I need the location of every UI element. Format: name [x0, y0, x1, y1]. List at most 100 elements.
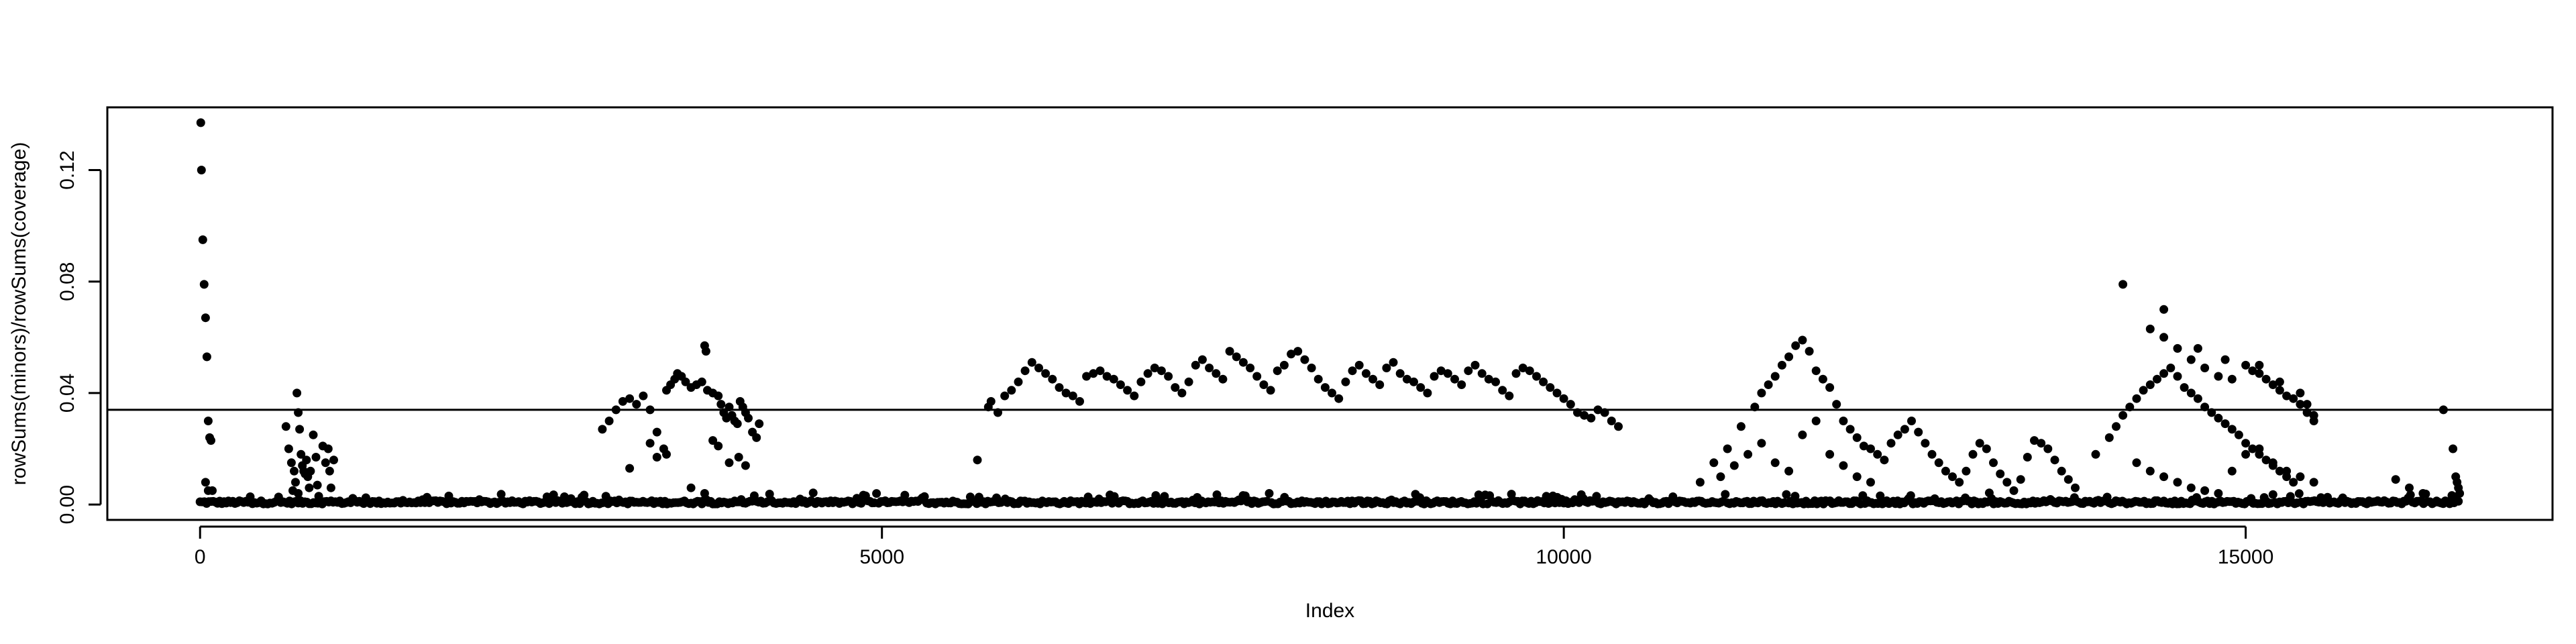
data-point [1532, 372, 1541, 381]
data-point [625, 394, 635, 403]
data-point [1511, 369, 1521, 378]
data-point [2275, 466, 2284, 476]
data-point [2180, 383, 2189, 392]
data-point [1893, 430, 1902, 439]
data-point [302, 455, 311, 465]
data-point [1389, 358, 1398, 367]
data-point [1020, 366, 1030, 376]
data-point [2227, 374, 2237, 384]
data-point [2091, 449, 2100, 459]
data-point [1736, 422, 1746, 431]
data-point [604, 417, 614, 425]
data-point [2173, 478, 2182, 487]
data-point [2289, 478, 2298, 487]
data-point [202, 352, 211, 362]
data-point [1279, 360, 1289, 370]
data-point [1811, 417, 1821, 425]
data-point [2186, 355, 2196, 364]
data-point [1777, 360, 1786, 370]
data-point [1252, 372, 1262, 381]
data-point [2220, 355, 2230, 364]
data-point [1989, 458, 1998, 468]
baseline-point [2406, 490, 2415, 500]
data-point [2275, 386, 2284, 395]
data-point [1041, 369, 1051, 378]
data-point [639, 391, 648, 400]
data-point [290, 466, 299, 476]
data-point [1048, 374, 1057, 384]
data-point [2449, 444, 2458, 453]
data-point [2268, 458, 2277, 468]
data-point [1334, 394, 1344, 403]
data-point [1941, 466, 1950, 476]
data-point [2071, 483, 2080, 492]
data-point [1832, 400, 1841, 409]
data-point [697, 377, 706, 386]
data-point [2132, 394, 2141, 403]
data-point [203, 417, 213, 425]
data-point [1845, 425, 1855, 434]
data-point [1825, 383, 1835, 392]
data-point [632, 400, 641, 409]
data-point [2255, 444, 2264, 453]
data-point [286, 458, 296, 468]
baseline-point [808, 488, 818, 498]
data-point [1900, 425, 1909, 434]
data-point [2186, 388, 2196, 398]
data-point [2057, 466, 2066, 476]
data-point [2139, 386, 2148, 395]
data-point [625, 464, 635, 473]
data-point [652, 427, 661, 437]
data-point [1423, 388, 1432, 398]
data-point [2391, 475, 2400, 484]
data-point [714, 441, 723, 451]
data-point [1307, 364, 1316, 372]
data-point [2309, 478, 2318, 487]
data-point [2145, 380, 2155, 389]
y-axis-title: rowSums(minors)/rowSums(coverage) [8, 142, 30, 486]
data-point [1123, 386, 1132, 395]
data-point [329, 455, 338, 465]
data-point [1157, 366, 1166, 376]
data-point [744, 413, 753, 423]
data-point [2132, 458, 2141, 468]
data-point [2241, 449, 2251, 459]
data-point [1559, 394, 1568, 403]
baseline-point [1507, 490, 1516, 499]
data-point [1218, 374, 1228, 384]
data-point [2063, 475, 2073, 484]
data-point [201, 313, 210, 323]
data-point [208, 486, 217, 495]
data-point [196, 118, 205, 127]
data-point [305, 483, 314, 492]
data-point [724, 458, 734, 468]
data-point [1866, 478, 1875, 487]
baseline-point [1592, 492, 1601, 501]
data-point [2200, 364, 2210, 372]
data-point [2023, 453, 2032, 462]
data-point [2241, 360, 2251, 370]
data-point [686, 483, 696, 492]
data-point [1089, 369, 1098, 378]
baseline-point [1782, 490, 1791, 499]
data-point [1996, 469, 2005, 478]
data-point [2455, 489, 2465, 498]
data-point [1395, 369, 1405, 378]
data-point [1982, 444, 1991, 453]
data-point [645, 439, 655, 448]
x-tick-label: 5000 [859, 546, 904, 568]
data-point [2002, 478, 2012, 487]
data-point [2118, 280, 2128, 289]
data-point [1300, 355, 1309, 364]
data-point [325, 466, 334, 476]
data-point [1695, 478, 1705, 487]
x-axis-title: Index [1305, 600, 1354, 622]
data-point [1354, 360, 1364, 370]
x-tick-label: 15000 [2218, 546, 2273, 568]
data-point [1757, 388, 1766, 398]
data-point [1293, 347, 1303, 356]
data-point [1197, 355, 1207, 364]
data-point [1607, 417, 1616, 425]
data-point [1102, 372, 1112, 381]
